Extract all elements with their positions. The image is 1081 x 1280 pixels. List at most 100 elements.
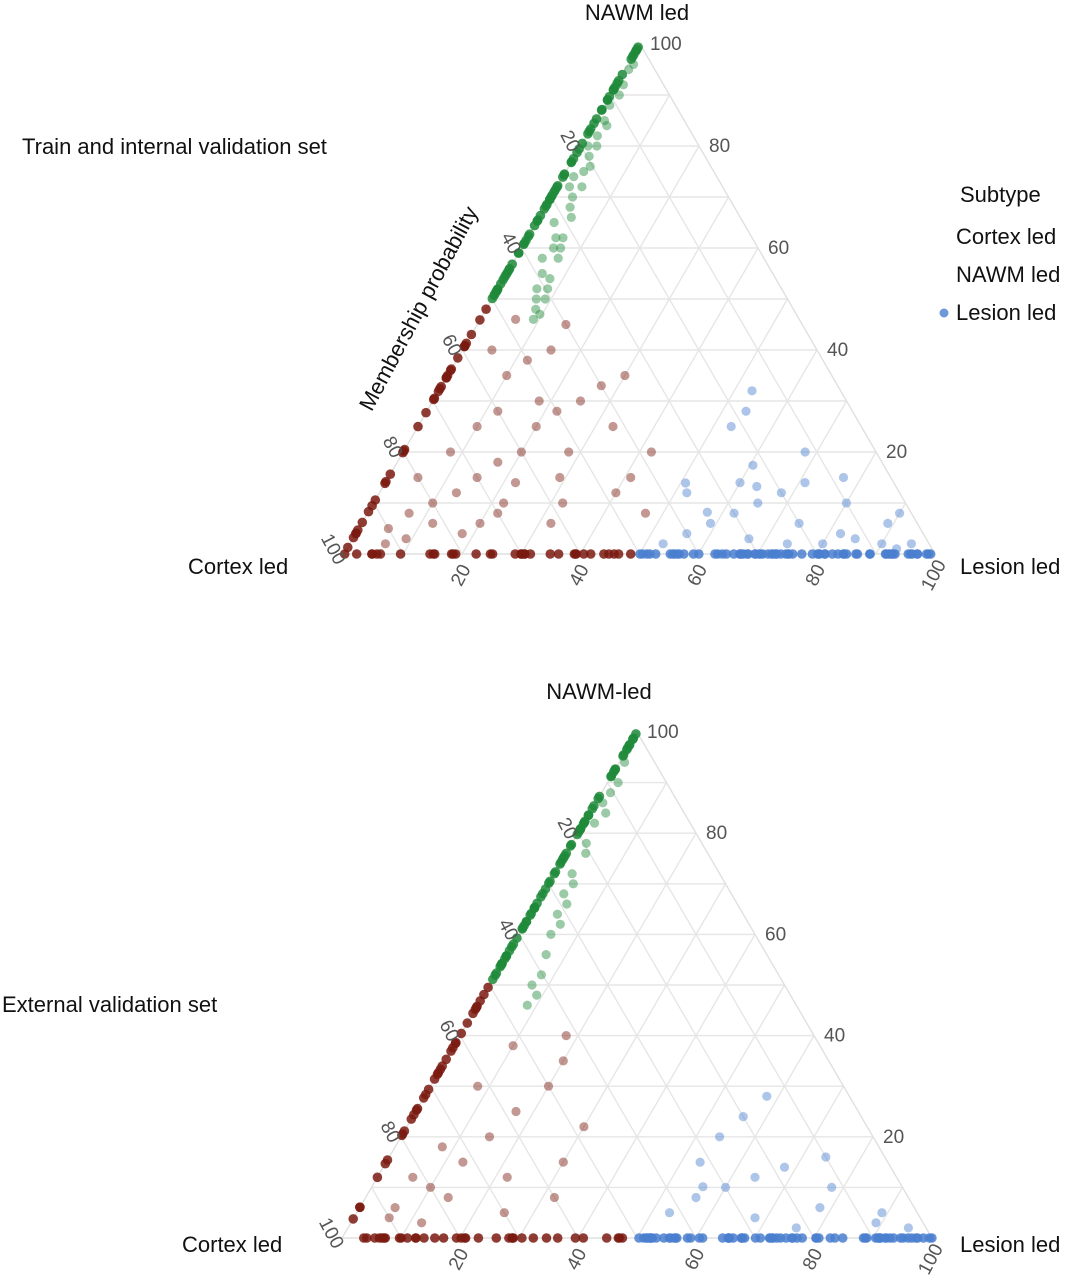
data-point xyxy=(473,1233,484,1243)
data-point xyxy=(827,1182,837,1192)
data-point xyxy=(531,421,541,432)
data-point xyxy=(348,1214,359,1224)
data-point xyxy=(664,1208,675,1218)
data-point xyxy=(540,884,551,894)
data-point xyxy=(390,1203,400,1213)
data-point xyxy=(483,982,493,993)
gridline xyxy=(370,1187,402,1239)
data-point xyxy=(517,1233,527,1243)
series-nawm-led xyxy=(528,59,639,324)
data-point xyxy=(865,549,875,559)
data-point xyxy=(549,217,559,228)
data-point xyxy=(564,182,575,192)
data-point xyxy=(510,314,521,324)
data-point xyxy=(524,229,535,239)
data-point xyxy=(558,1157,568,1167)
series-edge-cluster xyxy=(635,549,936,559)
data-point xyxy=(541,1233,552,1243)
data-point xyxy=(791,1223,801,1233)
data-point xyxy=(522,1000,532,1010)
data-point xyxy=(605,788,616,798)
data-point xyxy=(705,518,716,529)
data-point xyxy=(466,329,477,340)
data-point xyxy=(437,1142,447,1152)
data-point xyxy=(735,478,745,488)
data-point xyxy=(763,549,773,559)
data-point xyxy=(585,161,595,171)
gridline xyxy=(550,196,759,555)
data-point xyxy=(611,488,621,498)
data-point xyxy=(608,421,618,432)
gridline xyxy=(402,94,671,555)
legend-entry-cortex: Cortex led xyxy=(956,224,1056,249)
tick-label-bottom: 60 xyxy=(684,561,712,590)
gridline xyxy=(491,298,641,555)
data-point xyxy=(800,447,810,457)
data-point xyxy=(555,859,565,869)
data-point xyxy=(903,549,914,559)
data-point xyxy=(592,131,603,141)
data-point xyxy=(883,518,893,529)
data-point xyxy=(491,1233,502,1243)
data-point xyxy=(448,1042,458,1053)
data-point xyxy=(782,539,792,549)
gridline xyxy=(429,1085,520,1239)
data-point xyxy=(628,733,639,743)
data-point xyxy=(546,929,556,940)
data-point xyxy=(499,1208,509,1218)
data-point xyxy=(417,1218,427,1228)
data-point xyxy=(577,182,587,192)
data-point xyxy=(543,284,553,294)
gridline xyxy=(636,984,786,1239)
data-point xyxy=(877,539,887,549)
data-point xyxy=(493,406,503,416)
data-point xyxy=(741,406,751,416)
gridline xyxy=(813,1136,874,1239)
data-point xyxy=(646,447,657,457)
data-point xyxy=(903,1223,914,1233)
data-point xyxy=(797,549,807,559)
data-point xyxy=(428,518,438,529)
data-point xyxy=(404,508,414,518)
data-point xyxy=(472,472,482,483)
data-point xyxy=(726,421,736,432)
data-point xyxy=(874,1233,885,1243)
legend-marker-lesion xyxy=(939,308,949,318)
legend-title: Subtype xyxy=(960,182,1041,207)
data-point xyxy=(553,253,563,263)
data-point xyxy=(747,386,757,396)
data-point xyxy=(351,549,362,559)
data-point xyxy=(604,91,615,102)
data-point xyxy=(529,903,540,913)
tick-label-right: 20 xyxy=(883,1127,904,1148)
data-point xyxy=(383,523,393,534)
data-point xyxy=(723,1233,734,1243)
data-point xyxy=(599,115,610,126)
data-point xyxy=(419,1233,429,1243)
data-point xyxy=(583,810,594,821)
data-point xyxy=(634,1233,644,1243)
data-point xyxy=(839,549,849,559)
data-point xyxy=(541,950,551,960)
data-point xyxy=(776,488,787,498)
data-point xyxy=(560,851,570,861)
data-point xyxy=(779,1162,790,1172)
data-point xyxy=(903,1233,913,1243)
data-point xyxy=(632,44,642,54)
data-point xyxy=(413,472,423,483)
data-point xyxy=(501,951,512,961)
data-point xyxy=(567,192,578,202)
data-point xyxy=(814,1233,824,1243)
data-point xyxy=(815,1203,825,1213)
data-point xyxy=(596,381,606,391)
data-point xyxy=(355,1202,365,1213)
series-edge-cluster xyxy=(487,42,643,304)
data-point xyxy=(698,1182,708,1192)
data-point xyxy=(895,508,905,518)
data-point xyxy=(428,498,438,508)
data-point xyxy=(575,396,586,406)
data-point xyxy=(794,518,804,529)
data-point xyxy=(589,818,600,828)
